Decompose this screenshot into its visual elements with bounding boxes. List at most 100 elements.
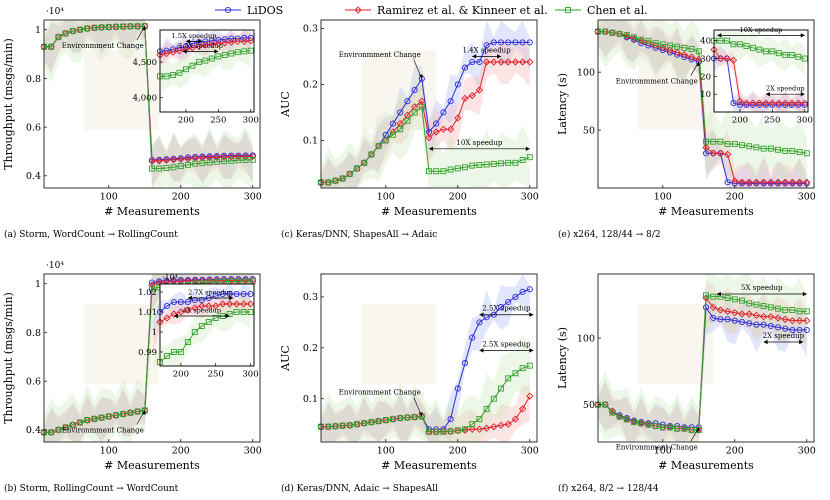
data-point-a-chen-28 xyxy=(242,157,249,163)
data-point-f-ramirez-20 xyxy=(738,310,746,318)
data-point-b-ramirez-13 xyxy=(133,407,142,416)
data-point-a-chen-29 xyxy=(249,156,256,163)
inset-speedup-label-b-1: 4X speedup xyxy=(183,307,222,315)
data-point-inset-e-lidos-24 xyxy=(769,101,776,108)
data-point-d-lidos-22 xyxy=(476,319,483,326)
data-point-d-chen-2 xyxy=(332,423,339,430)
data-point-c-ramirez-25 xyxy=(497,58,505,66)
data-point-inset-e-lidos-28 xyxy=(795,101,802,108)
x-tick-label-inset-b-2: 300 xyxy=(242,370,258,380)
data-point-d-chen-24 xyxy=(490,395,497,402)
band-b-baseline xyxy=(84,304,159,384)
data-point-d-ramirez-6 xyxy=(360,419,368,427)
chart-c: 100 200 300 0.1 0.2 0.3 Environmment Change 1.4… xyxy=(279,19,539,218)
data-point-f-lidos-19 xyxy=(731,317,738,324)
data-point-a-ramirez-10 xyxy=(112,23,120,31)
inset-speedup-label-e-1: 2X speedup xyxy=(766,85,805,93)
data-point-b-ramirez-9 xyxy=(105,412,113,421)
data-point-f-ramirez-28 xyxy=(795,317,804,325)
caption-e: (e) x264, 128/44 → 8/2 xyxy=(558,230,661,240)
data-point-inset-a-chen-29 xyxy=(247,47,254,54)
y-axis-label-b: Throughput (msgs/min) xyxy=(2,292,15,424)
band-inset-b-ramirez xyxy=(153,292,251,355)
y-tick-label-c-1: 0.2 xyxy=(303,80,318,91)
data-point-b-chen-11 xyxy=(120,411,127,417)
data-point-d-chen-6 xyxy=(361,420,368,427)
data-point-a-chen-3 xyxy=(62,30,69,37)
data-point-inset-e-chen-29 xyxy=(801,55,808,62)
data-point-inset-e-lidos-27 xyxy=(788,101,795,108)
data-point-inset-a-lidos-21 xyxy=(195,39,202,46)
data-point-b-ramirez-15 xyxy=(148,281,156,289)
data-point-a-chen-2 xyxy=(55,34,62,40)
data-point-e-chen-5 xyxy=(631,34,637,41)
data-point-b-chen-7 xyxy=(91,415,98,422)
x-tick-label-e-0: 100 xyxy=(654,192,672,203)
data-point-c-chen-4 xyxy=(346,171,353,177)
data-point-c-ramirez-29 xyxy=(526,58,534,66)
data-point-inset-b-chen-23 xyxy=(205,319,212,325)
data-point-b-chen-3 xyxy=(62,424,69,431)
data-point-inset-b-chen-28 xyxy=(240,309,247,315)
data-point-f-lidos-24 xyxy=(767,322,774,330)
x-tick-label-f-0: 100 xyxy=(654,446,672,457)
data-point-inset-b-lidos-20 xyxy=(184,298,191,306)
y-tick-label-inset-e-0: 10 xyxy=(700,90,711,100)
series-line-e-chen xyxy=(598,31,807,154)
data-point-d-chen-27 xyxy=(512,370,519,377)
chart-panel-d: 100 200 300 0.1 0.2 0.3 Environmment Change 2.5… xyxy=(277,254,553,494)
data-point-f-ramirez-8 xyxy=(651,422,660,430)
data-point-a-ramirez-4 xyxy=(69,27,77,35)
data-point-e-chen-25 xyxy=(775,146,781,153)
data-point-c-chen-16 xyxy=(433,168,440,175)
data-point-d-ramirez-29 xyxy=(526,392,534,400)
data-point-a-ramirez-9 xyxy=(105,23,113,31)
data-point-e-ramirez-2 xyxy=(608,29,617,37)
data-point-d-chen-3 xyxy=(339,422,346,429)
data-point-a-chen-5 xyxy=(77,26,83,33)
data-point-a-ramirez-7 xyxy=(90,24,99,32)
data-point-e-chen-16 xyxy=(710,138,717,145)
data-point-a-chen-13 xyxy=(134,23,141,30)
data-point-inset-a-lidos-26 xyxy=(228,35,235,42)
data-point-c-ramirez-17 xyxy=(439,125,448,133)
speedup-label-d-0: 2.5X speedup xyxy=(482,305,531,313)
data-point-d-ramirez-7 xyxy=(367,418,376,426)
data-point-d-ramirez-16 xyxy=(432,428,440,436)
inset-b: 200 250 300 0.99 1 1.01 1.02 ·10⁴ 2.7X speedup 4X… xyxy=(138,273,259,380)
data-point-inset-a-lidos-29 xyxy=(247,34,254,41)
speedup-arrow-c-1-head-left xyxy=(429,146,433,151)
data-point-d-lidos-21 xyxy=(469,334,476,341)
data-point-c-chen-18 xyxy=(447,166,454,173)
band-b-lidos xyxy=(44,274,253,442)
data-point-a-lidos-21 xyxy=(192,153,199,160)
data-point-d-ramirez-9 xyxy=(382,416,390,424)
data-point-inset-e-ramirez-27 xyxy=(788,99,796,107)
data-point-c-chen-29 xyxy=(526,154,533,161)
x-tick-label-inset-a-1: 250 xyxy=(210,116,226,126)
inset-speedup-arrow-a-1-head-right xyxy=(214,49,219,54)
series-line-inset-b-chen xyxy=(159,311,251,363)
data-point-inset-b-chen-26 xyxy=(226,311,233,317)
data-point-f-lidos-16 xyxy=(710,314,717,322)
chart-panel-e: 100 200 300 50 100 Environmment Change # Measu… xyxy=(554,0,830,240)
x-tick-label-inset-e-2: 300 xyxy=(797,116,813,126)
speedup-arrow-d-1-head-right xyxy=(529,348,534,353)
speedup-arrow-f-1-head-right xyxy=(799,339,804,345)
data-point-e-lidos-24 xyxy=(767,180,774,187)
data-point-inset-e-lidos-26 xyxy=(782,101,789,108)
data-point-a-chen-22 xyxy=(199,160,206,167)
data-point-b-chen-5 xyxy=(77,419,83,426)
y-tick-label-a-1: 0.6 xyxy=(26,122,41,133)
axes-frame-inset-b xyxy=(159,283,255,367)
data-point-f-chen-1 xyxy=(602,401,609,408)
data-point-a-chen-8 xyxy=(98,24,105,31)
x-tick-label-e-2: 300 xyxy=(798,192,816,203)
data-point-inset-a-ramirez-23 xyxy=(208,40,216,48)
data-point-inset-b-lidos-18 xyxy=(170,298,177,306)
data-point-b-ramirez-7 xyxy=(90,415,99,423)
data-point-f-lidos-25 xyxy=(774,324,782,331)
data-point-c-chen-12 xyxy=(404,117,411,124)
data-point-e-chen-24 xyxy=(767,145,774,152)
data-point-c-ramirez-23 xyxy=(482,58,491,66)
